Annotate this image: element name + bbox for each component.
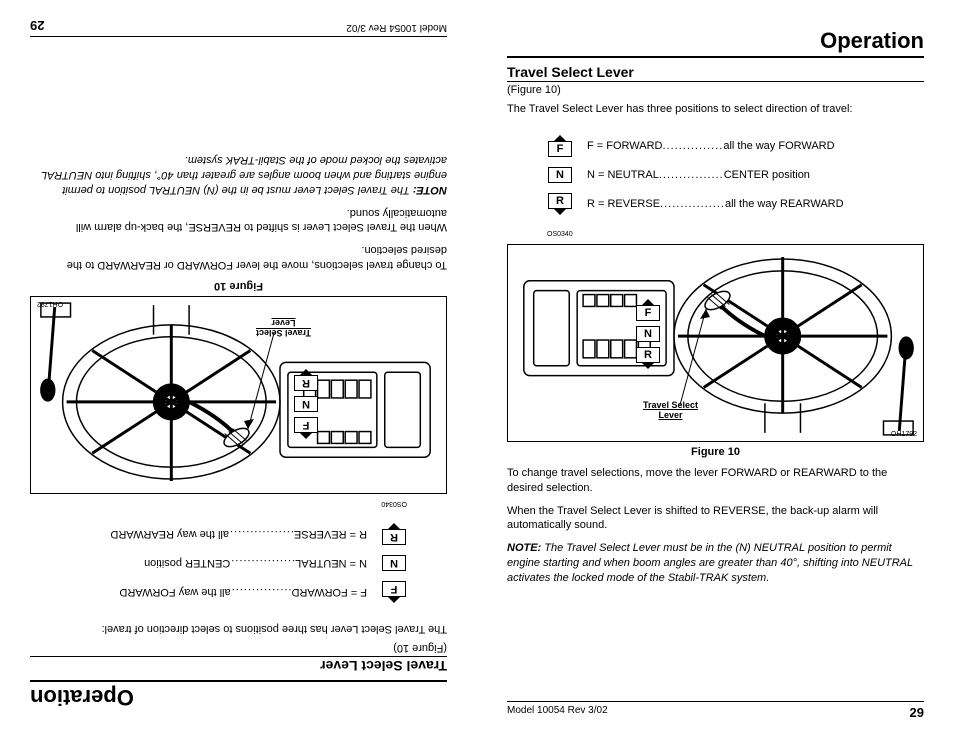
pos-after: all the way FORWARD — [723, 140, 834, 152]
pos-label: R = REVERSE — [587, 198, 660, 210]
note: NOTE: The Travel Select Lever must be in… — [507, 541, 924, 586]
footer: Model 10054 Rev 3/02 29 — [507, 701, 924, 720]
pos-letter: N — [548, 167, 572, 183]
position-row: F F = FORWARD............... all the way… — [30, 581, 407, 603]
arrow-down-icon — [641, 362, 655, 369]
pos-label: N = NEUTRAL — [587, 169, 659, 181]
footer: Model 10054 Rev 3/02 29 — [30, 18, 447, 37]
pos-box-r: R — [547, 193, 573, 215]
pos-box-f: F — [381, 581, 407, 603]
dots: ................ — [229, 528, 294, 540]
left-page: Operation Travel Select Lever (Figure 10… — [0, 0, 477, 738]
arrow-down-icon — [553, 208, 567, 215]
figure-caption: Figure 10 — [30, 280, 447, 292]
pos-letter: F — [382, 581, 406, 597]
pos-after: CENTER position — [724, 169, 810, 181]
pos-box-n: N — [381, 555, 407, 571]
fnr-letter: N — [636, 326, 660, 342]
pos-letter: R — [548, 193, 572, 209]
pos-box-f: F — [547, 135, 573, 157]
fig-small-code: OH1792 — [891, 431, 917, 438]
pos-label: F = FORWARD — [292, 586, 367, 598]
lever-pointer-icon — [236, 323, 276, 433]
para1: To change travel selections, move the le… — [30, 242, 447, 272]
position-row: R R = REVERSE ................all the wa… — [30, 523, 407, 545]
fnr-letter: N — [294, 396, 318, 412]
position-row: F F = FORWARD............... all the way… — [547, 135, 924, 157]
dots: ................ — [230, 557, 295, 569]
right-page: Operation Travel Select Lever (Figure 10… — [477, 0, 954, 738]
para2: When the Travel Select Lever is shifted … — [30, 205, 447, 235]
pos-label: R = REVERSE — [294, 528, 367, 540]
fnr-stack: F N R — [636, 299, 660, 369]
note: NOTE: The Travel Select Lever must be in… — [30, 152, 447, 197]
fig-small-code: OH1792 — [37, 300, 63, 307]
dots: ............... — [231, 586, 292, 598]
intro-text: The Travel Select Lever has three positi… — [30, 621, 447, 636]
pos-after: all the way REARWARD — [725, 198, 844, 210]
arrow-up-icon — [387, 596, 401, 603]
position-list: F F = FORWARD............... all the way… — [547, 135, 924, 225]
pos-after: CENTER position — [144, 557, 230, 569]
pos-label: F = FORWARD — [587, 140, 662, 152]
page-number: 29 — [910, 705, 924, 720]
arrow-down-icon — [299, 369, 313, 376]
figure-caption: Figure 10 — [507, 446, 924, 458]
figure-reference: (Figure 10) — [30, 642, 447, 654]
lever-pointer-icon — [678, 305, 718, 415]
dots: ................ — [660, 198, 725, 210]
header-title: Operation — [30, 680, 447, 710]
footer-model: Model 10054 Rev 3/02 — [507, 705, 608, 720]
note-text-body: The Travel Select Lever must be in the (… — [41, 154, 447, 196]
position-row: N N = NEUTRAL................ CENTER pos… — [547, 167, 924, 183]
pos-box-n: N — [547, 167, 573, 183]
arrow-up-icon — [299, 432, 313, 439]
footer-model: Model 10054 Rev 3/02 — [346, 18, 447, 33]
section-title: Travel Select Lever — [30, 656, 447, 674]
position-list: F F = FORWARD............... all the way… — [30, 513, 407, 603]
dots: ................ — [659, 169, 724, 181]
fnr-stack: F N R — [294, 369, 318, 439]
para1: To change travel selections, move the le… — [507, 466, 924, 496]
code-label: OS0340 — [30, 500, 407, 507]
intro-text: The Travel Select Lever has three positi… — [507, 102, 924, 117]
note-label: NOTE: — [507, 542, 541, 554]
position-row: R R = REVERSE ................all the wa… — [547, 193, 924, 215]
dots: ............... — [662, 140, 723, 152]
position-row: N N = NEUTRAL................ CENTER pos… — [30, 555, 407, 571]
pos-label: N = NEUTRAL — [295, 557, 367, 569]
header-title: Operation — [507, 28, 924, 58]
page-container: Operation Travel Select Lever (Figure 10… — [0, 0, 954, 738]
note-label: NOTE: — [413, 184, 447, 196]
figure-box: F N R Travel Select Lever OH1792 — [30, 296, 447, 494]
fnr-letter: F — [294, 417, 318, 433]
pos-after: all the way REARWARD — [110, 528, 229, 540]
pos-letter: F — [548, 141, 572, 157]
fnr-letter: R — [636, 347, 660, 363]
note-text-body: The Travel Select Lever must be in the (… — [507, 542, 913, 584]
pos-after: all the way FORWARD — [119, 586, 230, 598]
arrow-down-icon — [387, 523, 401, 530]
pos-letter: N — [382, 555, 406, 571]
fnr-letter: F — [636, 305, 660, 321]
pos-box-r: R — [381, 523, 407, 545]
page-number: 29 — [30, 18, 44, 33]
fnr-letter: R — [294, 375, 318, 391]
figure-reference: (Figure 10) — [507, 84, 924, 96]
figure-box: F N R Travel Select Lever OH1792 — [507, 244, 924, 442]
section-title: Travel Select Lever — [507, 64, 924, 82]
para2: When the Travel Select Lever is shifted … — [507, 504, 924, 534]
code-label: OS0340 — [547, 231, 924, 238]
pos-letter: R — [382, 529, 406, 545]
